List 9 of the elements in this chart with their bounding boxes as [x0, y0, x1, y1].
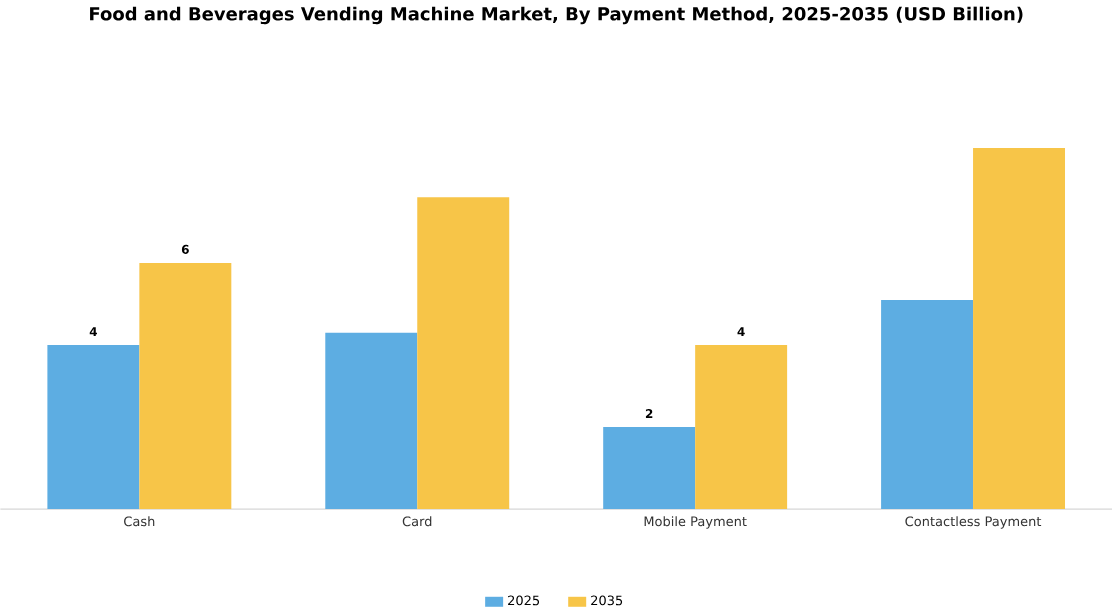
- bar: [695, 344, 788, 510]
- bar: [603, 427, 696, 510]
- bar: [47, 344, 140, 510]
- bar: [325, 332, 418, 510]
- bar: [973, 148, 1066, 510]
- bar: [417, 197, 510, 510]
- bar: [139, 262, 232, 510]
- bar: [881, 299, 974, 510]
- chart-title: Food and Beverages Vending Machine Market, By Payment Method, 2025-2035 (USD Billion): [90, 6, 1023, 25]
